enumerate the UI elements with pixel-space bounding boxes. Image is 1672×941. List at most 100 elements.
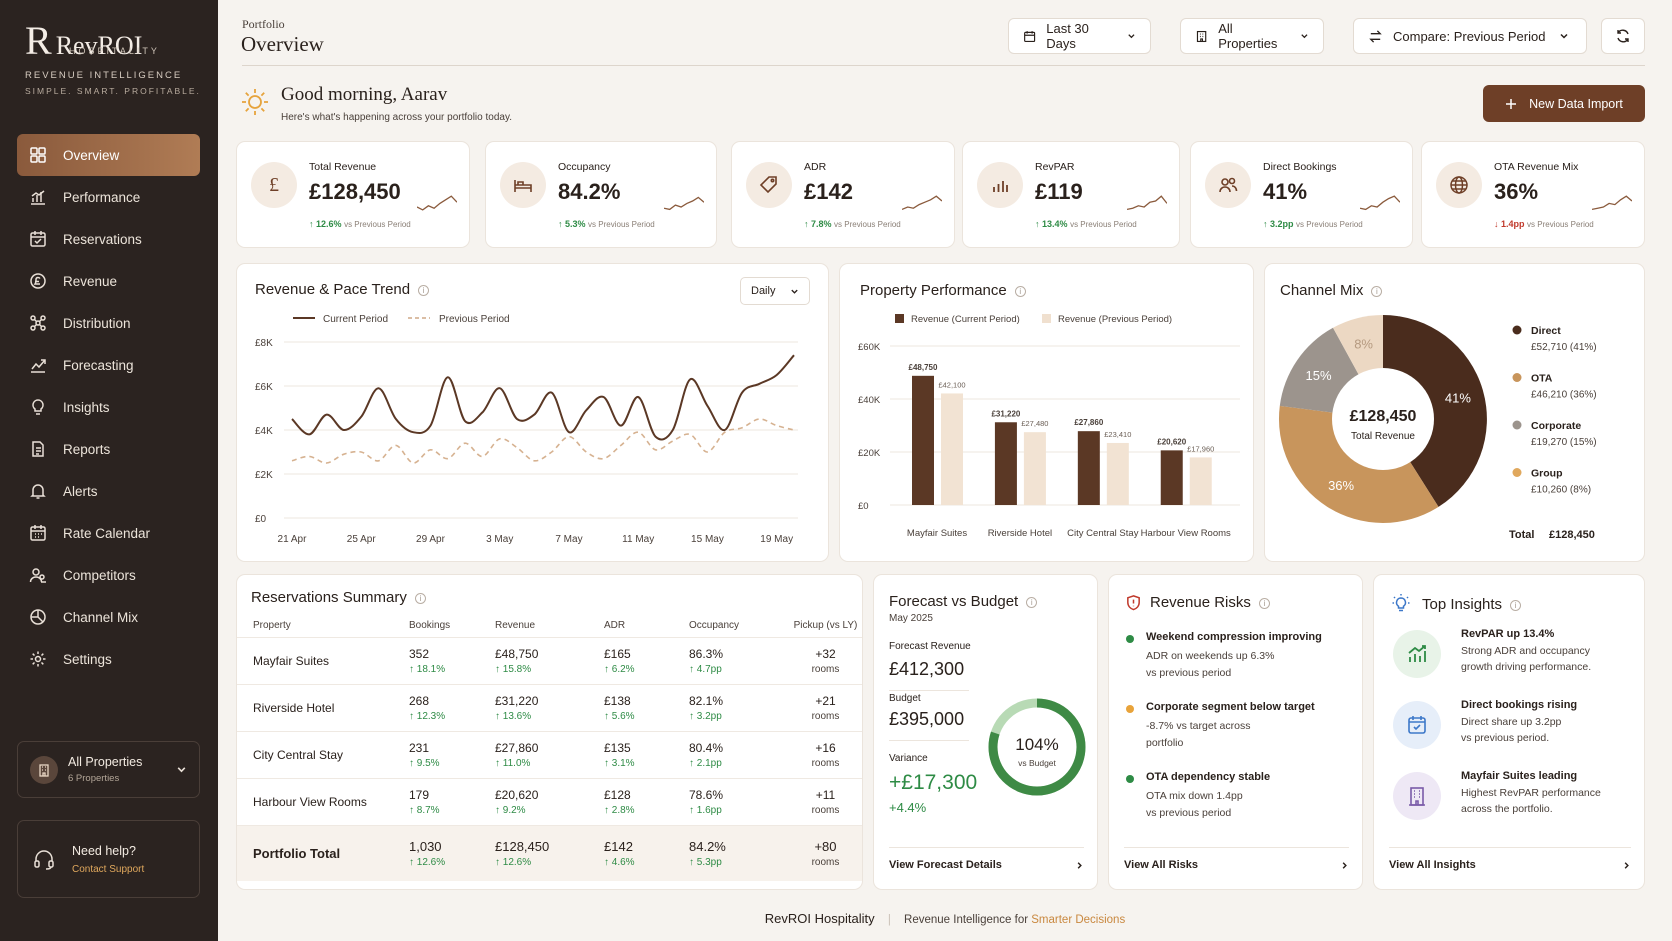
risk-detail: ADR on weekends up 6.3% — [1146, 650, 1275, 662]
headset-icon — [34, 850, 54, 870]
x-tick-label: Harbour View Rooms — [1141, 528, 1231, 539]
cell-value: +32 — [815, 646, 836, 661]
bar-current[interactable] — [1077, 431, 1100, 505]
cell-value: £27,860 — [495, 740, 539, 755]
view-all-risks-link[interactable]: View All Risks — [1124, 859, 1349, 871]
bar-previous[interactable] — [941, 393, 963, 505]
property-selector[interactable]: All Properties 6 Properties — [17, 741, 200, 798]
info-icon[interactable]: i — [1026, 596, 1038, 608]
sidebar-item-distribution[interactable]: Distribution — [17, 302, 200, 344]
sidebar-item-forecasting[interactable]: Forecasting — [17, 344, 200, 386]
info-icon[interactable]: i — [418, 284, 430, 296]
kpi-delta: ↑ 3.2pp vs Previous Period — [1263, 219, 1363, 229]
table-cell: 78.6% ↑ 1.6pp — [689, 777, 787, 825]
cell-delta: ↑ 12.6% — [409, 856, 446, 868]
table-row[interactable]: Riverside Hotel 268 ↑ 12.3% £31,220 ↑ 13.6% £… — [237, 683, 862, 731]
sidebar-item-settings[interactable]: Settings — [17, 638, 200, 680]
view-forecast-details-link[interactable]: View Forecast Details — [889, 859, 1084, 871]
bar-previous[interactable] — [1106, 442, 1129, 505]
plus-icon — [1506, 98, 1517, 109]
risk-title: OTA dependency stable — [1146, 771, 1271, 783]
property-name: City Central Stay — [237, 730, 409, 778]
insight-item[interactable]: Mayfair Suites leading Highest RevPAR pe… — [1389, 770, 1639, 820]
bar-current[interactable] — [994, 422, 1017, 505]
sidebar-item-rate-calendar[interactable]: Rate Calendar — [17, 512, 200, 554]
arrow-up-icon: ↑ — [1263, 219, 1268, 229]
sidebar-item-revenue[interactable]: Revenue — [17, 260, 200, 302]
kpi-card-ota-revenue-mix[interactable]: OTA Revenue Mix 36% ↓ 1.4pp vs Previous … — [1421, 141, 1645, 248]
risk-item[interactable]: OTA dependency stable OTA mix down 1.4pp… — [1124, 771, 1354, 819]
pie-slice-ota[interactable] — [1278, 405, 1439, 523]
kpi-card-adr[interactable]: ADR £142 ↑ 7.8% vs Previous Period — [731, 141, 955, 248]
y-tick-label: £0 — [858, 501, 869, 512]
sidebar-item-overview[interactable]: Overview — [17, 134, 200, 176]
cell-value: 84.2% — [689, 838, 726, 854]
bar-previous[interactable] — [1189, 457, 1212, 505]
help-title: Need help? — [72, 843, 136, 858]
info-icon[interactable]: i — [414, 592, 426, 604]
risk-item[interactable]: Corporate segment below target -8.7% vs … — [1124, 701, 1354, 749]
table-row[interactable]: Harbour View Rooms 179 ↑ 8.7% £20,620 ↑ 9.2%… — [237, 777, 862, 825]
sidebar-item-performance[interactable]: Performance — [17, 176, 200, 218]
info-icon[interactable]: i — [1014, 285, 1026, 297]
sidebar-item-reservations[interactable]: Reservations — [17, 218, 200, 260]
refresh-button[interactable] — [1601, 18, 1645, 54]
column-header[interactable]: Occupancy — [689, 619, 740, 631]
sidebar-item-reports[interactable]: Reports — [17, 428, 200, 470]
column-header[interactable]: Revenue — [495, 619, 536, 631]
sidebar-nav: Overview Performance Reservations Revenu… — [17, 134, 200, 680]
chevron-down-icon — [177, 767, 186, 773]
breadcrumb[interactable]: Portfolio — [242, 17, 285, 31]
revenue-trend-card: Revenue & Pace Trend i Daily Current Peri… — [236, 263, 829, 562]
legend-current-period: Current Period — [323, 314, 388, 325]
insight-item[interactable]: RevPAR up 13.4% Strong ADR and occupancy… — [1389, 628, 1639, 678]
table-row[interactable]: City Central Stay 231 ↑ 9.5% £27,860 ↑ 11.0%… — [237, 730, 862, 778]
risk-title: Weekend compression improving — [1146, 631, 1322, 643]
revenue-risks-title: Revenue Risks — [1150, 594, 1251, 611]
sidebar-item-competitors[interactable]: Competitors — [17, 554, 200, 596]
cell-value: £128,450 — [495, 838, 550, 854]
date-range-select[interactable]: Last 30 Days — [1008, 18, 1151, 54]
sparkline — [664, 196, 704, 211]
view-all-insights-link[interactable]: View All Insights — [1389, 859, 1631, 871]
channel-mix-title: Channel Mix — [1280, 282, 1364, 299]
kpi-card-revpar[interactable]: RevPAR £119 ↑ 13.4% vs Previous Period — [962, 141, 1180, 248]
compare-select[interactable]: Compare: Previous Period — [1353, 18, 1587, 54]
kpi-card-total-revenue[interactable]: £ Total Revenue £128,450 ↑ 12.6% vs Prev… — [236, 141, 470, 248]
new-data-import-button[interactable]: New Data Import — [1483, 85, 1645, 122]
granularity-select[interactable]: Daily — [740, 277, 810, 305]
sidebar-item-alerts[interactable]: Alerts — [17, 470, 200, 512]
table-cell: £142 ↑ 4.6% — [604, 824, 689, 881]
help-card[interactable]: Need help? Contact Support — [17, 820, 200, 898]
column-header[interactable]: Pickup (vs LY) — [793, 619, 858, 631]
sidebar-item-insights[interactable]: Insights — [17, 386, 200, 428]
users-icon — [1205, 162, 1251, 208]
sidebar-item-label: Insights — [63, 399, 110, 415]
kpi-card-direct-bookings[interactable]: Direct Bookings 41% ↑ 3.2pp vs Previous … — [1190, 141, 1413, 248]
sidebar-item-channel-mix[interactable]: Channel Mix — [17, 596, 200, 638]
risk-item[interactable]: Weekend compression improving ADR on wee… — [1124, 631, 1354, 679]
table-row[interactable]: Mayfair Suites 352 ↑ 18.1% £48,750 ↑ 15.8% £1… — [237, 636, 862, 684]
table-cell: 352 ↑ 18.1% — [409, 636, 495, 684]
bar-previous[interactable] — [1023, 432, 1046, 505]
y-tick-label: £8K — [255, 338, 273, 349]
kpi-card-occupancy[interactable]: Occupancy 84.2% ↑ 5.3% vs Previous Perio… — [485, 141, 717, 248]
cell-value: Mayfair Suites — [253, 653, 330, 668]
column-header[interactable]: ADR — [604, 619, 626, 631]
info-icon[interactable]: i — [1510, 599, 1522, 611]
info-icon[interactable]: i — [1258, 597, 1270, 609]
kpi-delta: ↓ 1.4pp vs Previous Period — [1494, 219, 1594, 229]
column-header[interactable]: Property — [253, 619, 291, 631]
table-cell: +16 rooms — [787, 730, 862, 778]
info-icon[interactable]: i — [1371, 285, 1383, 297]
bar-current[interactable] — [912, 375, 934, 505]
insight-item[interactable]: Direct bookings rising Direct share up 3… — [1389, 699, 1639, 749]
channel-mix-donut: 41% 36% 15% 8% £128,450 Total Revenue Direc… — [1278, 315, 1597, 541]
bar-current[interactable] — [1160, 450, 1183, 505]
properties-select[interactable]: All Properties — [1180, 18, 1324, 54]
contact-support-link[interactable]: Contact Support — [72, 863, 145, 875]
pie-icon — [30, 609, 46, 625]
column-header[interactable]: Bookings — [409, 619, 451, 631]
chevron-down-icon — [1560, 33, 1568, 39]
brand-logo[interactable]: R RevROI HOSPITALITY REVENUE INTELLIGENC… — [25, 21, 201, 97]
